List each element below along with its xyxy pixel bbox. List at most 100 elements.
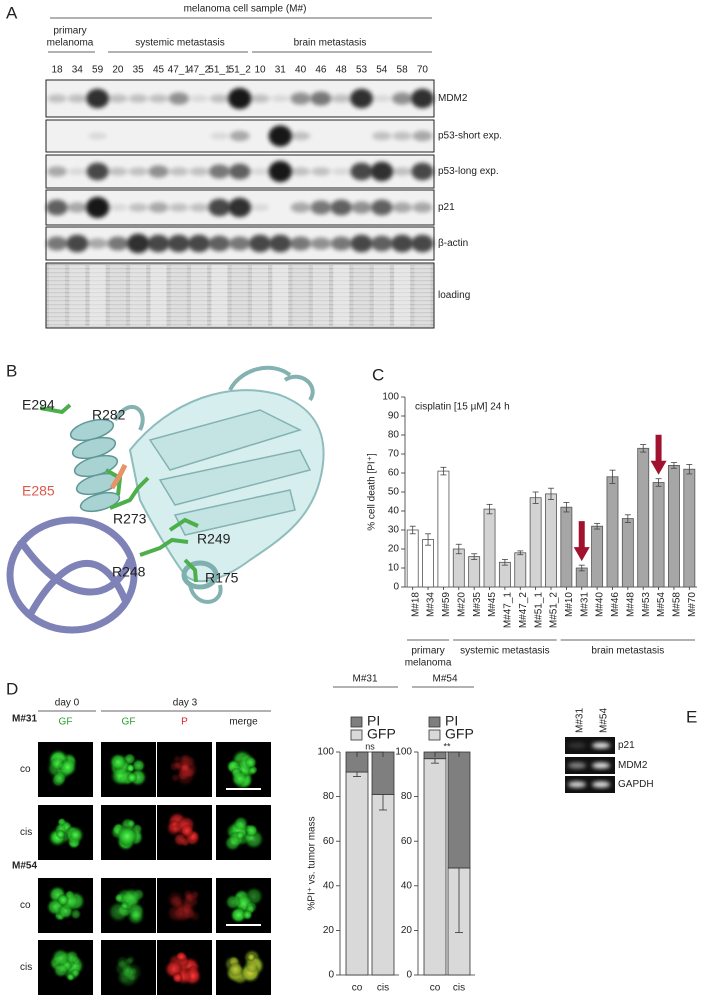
x-tick-label: M#45	[487, 592, 498, 617]
row-label: p53-long exp.	[438, 166, 499, 177]
micrograph	[216, 805, 271, 860]
error-bar	[578, 564, 585, 572]
band	[229, 130, 250, 142]
bar	[606, 476, 619, 588]
y-tick-label: 100	[317, 747, 334, 758]
legend-swatch	[428, 716, 441, 728]
legend-label: PI	[367, 713, 380, 729]
error-bar	[640, 444, 647, 453]
x-tick-label: M#35	[472, 592, 483, 617]
cell-signal	[246, 952, 256, 962]
loading-lane	[333, 265, 350, 326]
y-tick-label: 90	[388, 411, 400, 422]
y-tick-label: 20	[388, 544, 400, 555]
band	[148, 165, 169, 178]
band	[229, 236, 251, 251]
y-tick-label: 0	[393, 582, 399, 593]
band	[372, 131, 392, 141]
x-tick-label: M#51_2	[549, 592, 560, 629]
gel-band	[568, 742, 586, 749]
cell-signal	[244, 756, 258, 769]
cell-signal	[231, 770, 248, 787]
residue-label: R273	[113, 511, 147, 527]
x-tick-label: M#46	[610, 592, 621, 617]
micrograph	[216, 878, 271, 933]
band	[310, 200, 332, 215]
band	[128, 167, 148, 176]
blot-title: melanoma cell sample (M#)	[184, 4, 307, 15]
loading-lane	[394, 265, 411, 326]
gene-label: GAPDH	[618, 779, 654, 790]
cell-signal	[55, 829, 66, 840]
blot-row	[45, 119, 435, 153]
band	[411, 162, 434, 181]
protein-structure	[6, 365, 325, 634]
panel-label: A	[6, 3, 18, 22]
cell-signal	[127, 972, 137, 982]
band	[291, 167, 311, 176]
micrograph	[157, 878, 212, 933]
cell-signal	[233, 815, 249, 832]
gel-band	[592, 781, 610, 788]
bar	[621, 518, 634, 588]
lane-label: 46	[315, 65, 327, 76]
y-tick-label: 100	[382, 392, 399, 403]
x-tick-label: M#51_1	[533, 592, 544, 629]
micrograph	[38, 878, 93, 933]
group-label: melanoma	[405, 658, 452, 669]
condition-label: co	[20, 900, 31, 911]
error-bar	[425, 533, 432, 546]
group-label: brain metastasis	[591, 646, 664, 657]
sample-label: M#54	[12, 861, 37, 872]
residue-label: R248	[112, 564, 146, 580]
y-axis-title: %PI⁺ vs. tumor mass	[307, 816, 318, 910]
band	[88, 132, 107, 140]
blot-row	[45, 79, 435, 118]
y-tick-label: 40	[323, 880, 335, 891]
error-bar	[517, 550, 524, 556]
panel-label: C	[372, 365, 384, 384]
cell-signal	[177, 759, 199, 780]
legend-swatch	[350, 729, 363, 741]
lane-label: 47_2	[188, 65, 211, 76]
group-label: systemic metastasis	[135, 38, 224, 49]
blot-row	[45, 189, 435, 226]
cell-signal	[224, 894, 242, 911]
y-tick-label: 0	[406, 970, 412, 981]
gel-band	[592, 742, 610, 749]
y-tick-label: 60	[323, 836, 335, 847]
band	[189, 95, 209, 102]
bar-segment	[345, 771, 369, 976]
micrograph	[216, 742, 271, 797]
band	[67, 94, 87, 103]
cell-signal	[170, 773, 180, 783]
band	[85, 196, 110, 219]
loading-lane	[89, 265, 106, 326]
lane-label: 18	[51, 65, 63, 76]
cell-signal	[129, 908, 143, 923]
legend-label: PI	[445, 713, 458, 729]
significance-label: ns	[365, 741, 375, 751]
micrograph	[101, 940, 156, 995]
band	[291, 131, 311, 141]
lane-label: 47_1	[168, 65, 191, 76]
x-tick-label: M#53	[641, 592, 652, 617]
micrograph	[157, 940, 212, 995]
band	[269, 234, 292, 253]
cell-signal	[227, 961, 244, 978]
cell-signal	[182, 889, 194, 900]
panel-label: E	[686, 707, 697, 726]
loading-lane	[191, 265, 208, 326]
x-tick-label: M#47_1	[503, 592, 514, 629]
cell-signal	[189, 910, 201, 922]
loading-lane	[130, 265, 147, 326]
cell-signal	[53, 962, 69, 978]
band	[148, 94, 169, 103]
cell-signal	[244, 823, 259, 838]
band	[46, 236, 68, 251]
y-tick-label: 50	[388, 487, 400, 498]
band	[331, 168, 351, 175]
cell-signal	[169, 894, 184, 909]
bar	[683, 468, 696, 588]
